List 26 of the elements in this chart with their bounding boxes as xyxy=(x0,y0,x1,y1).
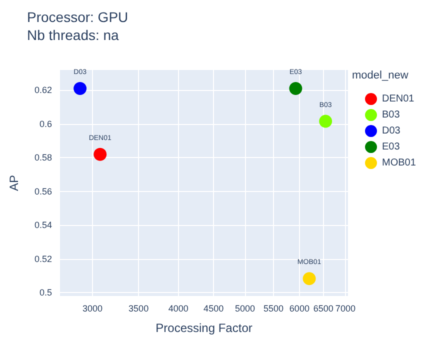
legend-label: DEN01 xyxy=(382,94,415,104)
legend-label: E03 xyxy=(382,142,400,152)
y-tick-label: 0.52 xyxy=(34,254,52,264)
x-tick-label: 7000 xyxy=(335,304,356,314)
x-tick-label: 5000 xyxy=(235,304,256,314)
chart-subtitle: Nb threads: na xyxy=(27,27,120,43)
x-tick-label: 5500 xyxy=(263,304,284,314)
x-axis-title: Processing Factor xyxy=(156,321,252,335)
y-tick-label: 0.54 xyxy=(34,220,52,230)
x-tick-label: 6500 xyxy=(313,304,334,314)
y-tick-label: 0.5 xyxy=(39,288,52,298)
x-tick-label: 6000 xyxy=(289,304,310,314)
y-tick-label: 0.6 xyxy=(39,118,52,129)
legend-label: D03 xyxy=(382,126,401,136)
legend-label: B03 xyxy=(382,110,400,120)
y-tick-label: 0.58 xyxy=(34,152,52,163)
x-tick-label: 4500 xyxy=(204,304,224,314)
chart-title: Processor: GPU xyxy=(27,9,128,25)
y-tick-label: 0.56 xyxy=(34,186,52,196)
x-tick-label: 3500 xyxy=(128,304,149,314)
x-tick-label: 4000 xyxy=(168,304,188,314)
legend-title: model_new xyxy=(352,70,408,82)
y-axis-title: AP xyxy=(7,174,21,192)
legend-label: MOB01 xyxy=(382,158,416,168)
y-tick-label: 0.62 xyxy=(34,85,52,96)
x-tick-label: 3000 xyxy=(82,304,103,314)
